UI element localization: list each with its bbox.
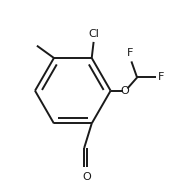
Text: F: F xyxy=(158,73,164,82)
Text: Cl: Cl xyxy=(88,29,99,39)
Text: F: F xyxy=(127,48,134,58)
Text: O: O xyxy=(120,86,129,96)
Text: O: O xyxy=(82,172,91,182)
